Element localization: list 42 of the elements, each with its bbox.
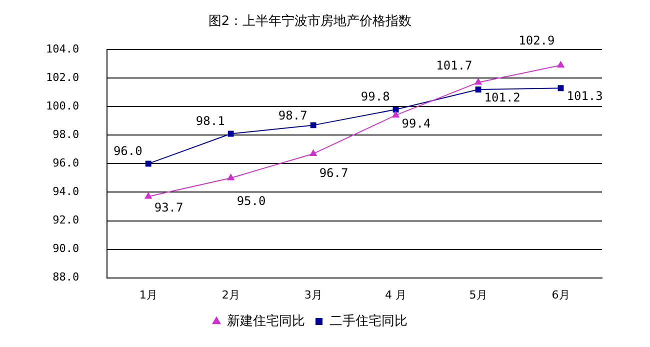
data-label: 98.7	[278, 108, 308, 122]
point	[145, 160, 152, 167]
x-tick-label: 1月	[139, 288, 158, 302]
point	[558, 85, 564, 92]
x-tick-label: 3月	[304, 288, 322, 302]
data-label: 98.1	[196, 114, 225, 128]
y-tick-label: 98.0	[52, 128, 80, 142]
y-tick-label: 94.0	[52, 185, 80, 198]
data-label: 96.7	[319, 166, 348, 180]
data-label: 99.8	[360, 90, 390, 104]
y-tick-label: 104.0	[46, 42, 80, 56]
data-label: 93.7	[154, 200, 184, 215]
data-label: 96.0	[113, 144, 142, 158]
y-tick-label: 100.0	[46, 100, 80, 113]
x-tick-label: 4 月	[385, 288, 407, 302]
point	[310, 150, 317, 156]
point	[227, 174, 234, 180]
legend-label: 二手住宅同比	[330, 312, 408, 329]
x-tick-label: 5月	[469, 288, 488, 302]
y-tick-label: 96.0	[52, 156, 80, 170]
legend-label: 新建住宅同比	[227, 312, 305, 329]
point	[228, 130, 234, 137]
chart-title: 图2：上半年宁波市房地产价格指数	[208, 13, 412, 30]
y-tick-label: 102.0	[46, 70, 80, 84]
point	[475, 86, 482, 93]
point	[557, 61, 564, 68]
y-tick-label: 90.0	[52, 242, 80, 256]
point	[474, 78, 482, 85]
data-label: 99.4	[402, 116, 431, 130]
x-tick-label: 2月	[222, 288, 240, 302]
point	[310, 122, 316, 128]
x-tick-label: 6月	[552, 288, 570, 302]
y-tick-label: 92.0	[52, 214, 80, 227]
point	[144, 192, 152, 199]
data-label: 102.9	[518, 33, 555, 48]
y-tick-label: 88.0	[52, 270, 80, 284]
data-label: 101.3	[566, 89, 603, 104]
data-label: 95.0	[236, 194, 266, 208]
data-label: 101.2	[484, 90, 520, 105]
point	[392, 106, 399, 112]
data-label: 101.7	[436, 58, 472, 73]
point	[392, 111, 400, 118]
